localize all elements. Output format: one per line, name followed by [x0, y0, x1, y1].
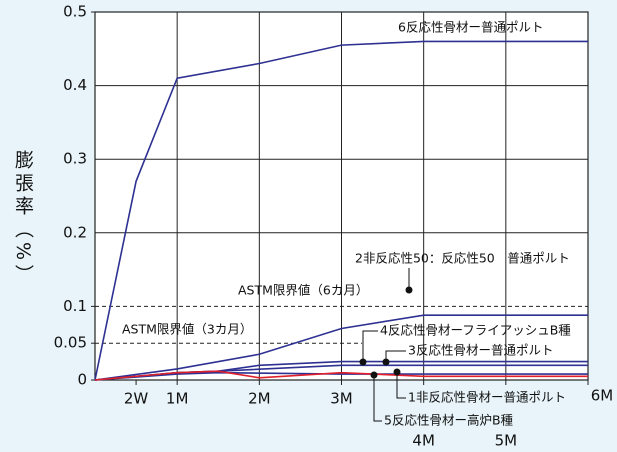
plot-frame: [94, 11, 589, 381]
series-label: 5反応性骨材ー高炉B種: [384, 413, 514, 428]
leader-dot: [393, 368, 401, 376]
series-label: 4反応性骨材ーフライアッシュB種: [380, 323, 571, 338]
leader-line: [362, 330, 378, 362]
x-tick-label: 2M: [248, 390, 271, 408]
reference-label: ASTM限界値（3カ月）: [122, 322, 252, 337]
x-tick-label: 2W: [124, 390, 149, 408]
series-label: 1非反応性骨材ー普通ポルト: [408, 390, 566, 405]
y-tick-label: 0.3: [63, 150, 87, 168]
leader-dot: [382, 358, 390, 366]
x-tick-label: 5M: [495, 432, 518, 450]
leader-dot: [359, 358, 367, 366]
series-line: [94, 314, 588, 381]
leader-line: [385, 350, 406, 362]
series-line: [94, 40, 588, 381]
y-axis-label: 膨張率（%）: [12, 150, 34, 288]
y-tick-label: 0.2: [63, 223, 87, 241]
y-tick-label: 0.1: [63, 297, 87, 315]
y-tick-label: 0: [77, 371, 87, 389]
series-line: [94, 371, 588, 381]
y-tick-label: 0.05: [54, 334, 87, 352]
x-tick-label: 3M: [330, 390, 353, 408]
series-label: 3反応性骨材ー普通ポルト: [408, 343, 553, 358]
x-tick-label: 1M: [166, 390, 189, 408]
series-label: 2非反応性50：反応性50 普通ポルト: [355, 251, 570, 266]
y-tick-label: 0.5: [63, 3, 87, 21]
series-line: [94, 370, 588, 381]
leader-dot: [370, 371, 378, 379]
leader-line: [373, 375, 382, 422]
y-tick-label: 0.4: [63, 76, 87, 94]
x-tick-label: 4M: [412, 432, 435, 450]
reference-label: ASTM限界値（6カ月）: [238, 283, 368, 298]
series-label: 6反応性骨材ー普通ポルト: [398, 20, 543, 35]
leader-line: [396, 372, 406, 399]
leader-dot: [405, 286, 413, 294]
x-tick-label: 6M: [591, 387, 614, 405]
